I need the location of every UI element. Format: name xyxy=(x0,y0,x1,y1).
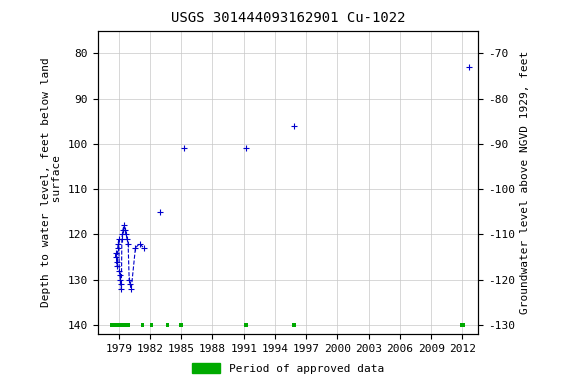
Bar xyxy=(179,323,183,327)
Bar xyxy=(244,323,248,327)
Point xyxy=(156,209,165,215)
Point xyxy=(139,245,149,251)
Point xyxy=(123,240,132,247)
Point xyxy=(464,64,473,70)
Point xyxy=(115,268,124,274)
Point xyxy=(119,222,128,228)
Point xyxy=(126,281,135,287)
Legend: Period of approved data: Period of approved data xyxy=(188,359,388,379)
Point xyxy=(113,245,122,251)
Point xyxy=(180,146,189,152)
Bar xyxy=(166,323,169,327)
Point xyxy=(116,281,126,287)
Point xyxy=(116,277,125,283)
Point xyxy=(112,258,122,265)
Bar xyxy=(150,323,153,327)
Point xyxy=(118,227,127,233)
Title: USGS 301444093162901 Cu-1022: USGS 301444093162901 Cu-1022 xyxy=(170,12,406,25)
Bar xyxy=(111,323,130,327)
Point xyxy=(118,236,127,242)
Point xyxy=(127,286,136,292)
Point xyxy=(115,272,124,278)
Bar xyxy=(141,323,144,327)
Bar xyxy=(460,323,464,327)
Point xyxy=(118,232,127,238)
Y-axis label: Depth to water level, feet below land
 surface: Depth to water level, feet below land su… xyxy=(41,58,62,307)
Point xyxy=(131,245,140,251)
Point xyxy=(289,123,298,129)
Point xyxy=(112,250,121,256)
Point xyxy=(123,236,132,242)
Point xyxy=(111,254,120,260)
Point xyxy=(120,227,130,233)
Point xyxy=(124,277,134,283)
Point xyxy=(113,240,123,247)
Point xyxy=(112,263,122,269)
Bar xyxy=(291,323,296,327)
Point xyxy=(122,232,131,238)
Point xyxy=(114,236,123,242)
Y-axis label: Groundwater level above NGVD 1929, feet: Groundwater level above NGVD 1929, feet xyxy=(520,51,530,314)
Point xyxy=(117,286,126,292)
Point xyxy=(135,240,144,247)
Point xyxy=(241,146,251,152)
